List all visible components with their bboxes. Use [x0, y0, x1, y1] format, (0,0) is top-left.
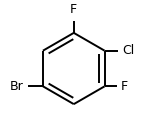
Text: Br: Br — [10, 80, 24, 93]
Text: F: F — [70, 3, 77, 16]
Text: F: F — [121, 80, 128, 93]
Text: Cl: Cl — [123, 44, 135, 57]
